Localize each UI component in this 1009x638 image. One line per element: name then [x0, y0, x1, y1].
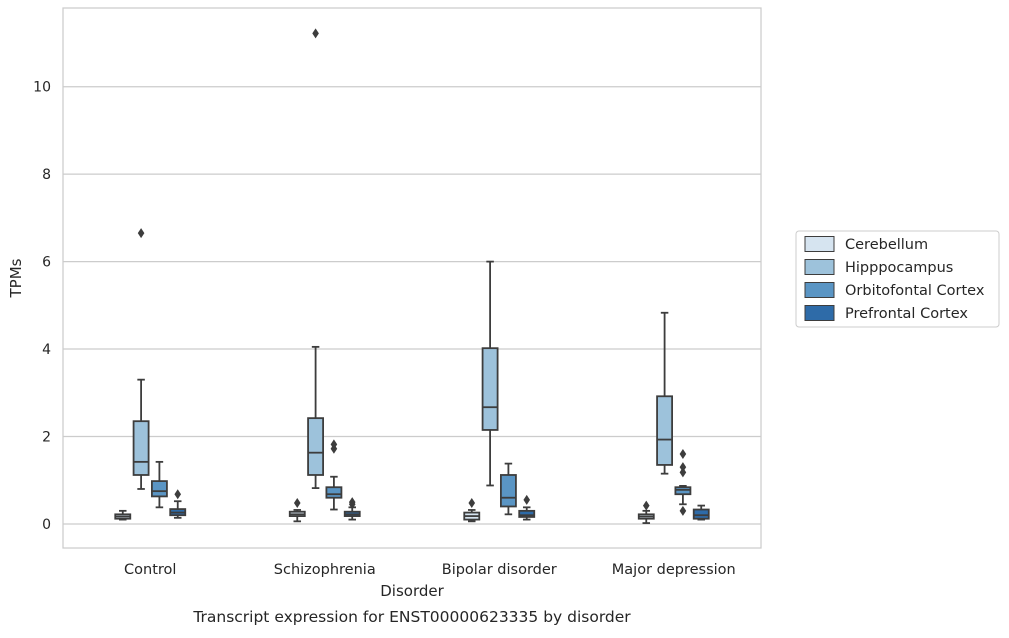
box-element — [499, 462, 517, 516]
box-element — [343, 497, 361, 521]
series-group — [114, 497, 655, 524]
box-element — [656, 311, 674, 475]
legend-label: Orbitofontal Cortex — [845, 283, 985, 299]
box-element — [481, 260, 499, 487]
outlier-point — [312, 28, 319, 39]
box-element — [637, 500, 655, 524]
box-element — [150, 460, 168, 509]
box-iqr — [325, 486, 343, 499]
y-tick-label: 2 — [42, 430, 51, 446]
outlier-point — [174, 489, 182, 500]
legend-swatch — [804, 282, 835, 298]
box-iqr — [481, 347, 499, 431]
outlier-point — [137, 228, 145, 239]
legend-label: Hipppocampus — [845, 260, 953, 276]
outlier-point — [679, 448, 687, 459]
box-series — [114, 28, 710, 524]
series-group — [169, 489, 710, 521]
y-axis-label: TPMs — [7, 258, 25, 298]
outlier-point — [348, 497, 356, 508]
outlier-point — [468, 497, 476, 508]
legend-swatch — [804, 259, 835, 275]
box-element — [132, 228, 150, 490]
outlier-point — [293, 497, 301, 508]
outlier-point — [679, 505, 687, 516]
legend-label: Prefrontal Cortex — [845, 306, 968, 322]
box-iqr — [132, 420, 150, 476]
legend-label: Cerebellum — [845, 237, 928, 253]
y-tick-label: 8 — [42, 167, 51, 183]
box-element — [288, 497, 306, 523]
legend-swatch — [804, 236, 835, 252]
chart-title: Transcript expression for ENST0000062333… — [192, 608, 631, 626]
plot-background — [63, 8, 761, 548]
legend-swatch — [804, 305, 835, 321]
y-tick-labels: 0 2 4 6 8 10 — [33, 80, 51, 533]
y-tick-label: 10 — [33, 80, 51, 96]
legend: Cerebellum Hipppocampus Orbitofontal Corte… — [795, 230, 1000, 328]
box-element — [518, 494, 536, 521]
box-iqr — [656, 395, 674, 466]
y-tick-label: 6 — [42, 255, 51, 271]
box-element — [674, 448, 692, 516]
legend-frame — [795, 230, 1000, 328]
x-axis-label: Disorder — [380, 582, 444, 600]
y-tick-label: 0 — [42, 517, 51, 533]
plot-frame — [62, 7, 762, 549]
outlier-point — [679, 467, 687, 478]
outlier-point — [642, 500, 650, 511]
box-element — [114, 509, 132, 521]
box-iqr — [150, 480, 168, 498]
box-iqr — [499, 474, 517, 508]
box-element — [692, 504, 710, 521]
outlier-point — [330, 439, 338, 450]
box-iqr — [518, 509, 536, 518]
x-tick-label: Schizophrenia — [274, 562, 376, 578]
series-group — [150, 439, 692, 516]
x-tick-labels: Control Schizophrenia Bipolar disorder Majo… — [124, 562, 736, 578]
box-iqr — [307, 417, 325, 476]
box-element — [463, 497, 481, 523]
x-tick-label: Bipolar disorder — [442, 562, 557, 578]
outlier-point — [523, 494, 531, 505]
x-tick-label: Major depression — [612, 562, 736, 578]
box-element — [307, 28, 325, 489]
x-tick-label: Control — [124, 562, 176, 578]
box-element — [169, 489, 187, 519]
series-group — [132, 28, 674, 490]
y-tick-label: 4 — [42, 342, 51, 358]
outlier-point — [679, 462, 687, 473]
box-iqr — [692, 508, 710, 520]
box-element — [325, 439, 343, 511]
